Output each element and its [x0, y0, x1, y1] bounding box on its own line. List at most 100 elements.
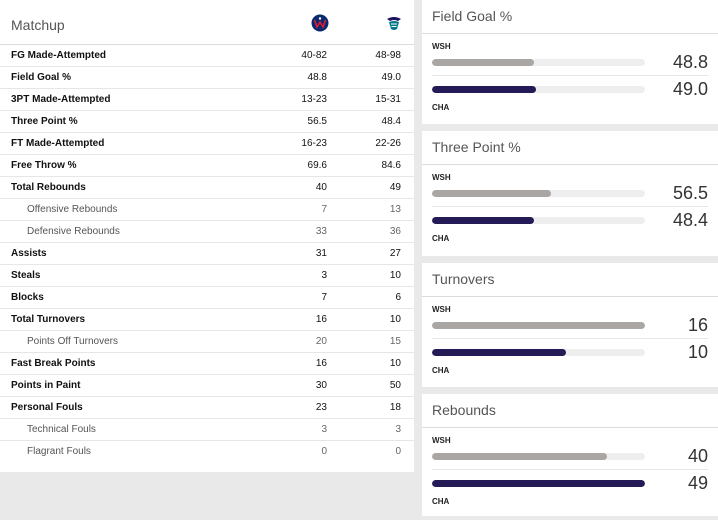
table-row: Total Rebounds 40 49 [0, 177, 414, 199]
cha-value: 3 [395, 424, 401, 435]
cha-value: 49.0 [381, 72, 401, 83]
cha-value: 49 [389, 182, 401, 193]
wsh-bar-track [432, 322, 645, 329]
cha-bar-track [432, 480, 645, 487]
cha-value: 22-26 [375, 138, 401, 149]
card-header: Field Goal % [422, 0, 718, 34]
matchup-table: Matchup FG Made-Attempted 40-82 48-98 Field… [0, 0, 414, 472]
cha-value: 10 [389, 314, 401, 325]
table-row: Points Off Turnovers 20 15 [0, 331, 414, 353]
wsh-card-value: 56.5 [672, 183, 708, 203]
row-label: Points Off Turnovers [27, 336, 118, 347]
table-row: FT Made-Attempted 16-23 22-26 [0, 133, 414, 155]
stat-card: Rebounds WSH 40 49 CHA [422, 394, 718, 516]
row-label: Technical Fouls [27, 424, 96, 435]
card-divider [432, 469, 708, 470]
cha-value: 48.4 [381, 116, 401, 127]
wsh-value: 56.5 [307, 116, 327, 127]
wsh-bar-fill [432, 322, 645, 329]
row-label: Assists [11, 248, 47, 259]
wsh-value: 7 [321, 204, 327, 215]
table-row: Technical Fouls 3 3 [0, 419, 414, 441]
matchup-title: Matchup [11, 17, 65, 33]
card-title: Rebounds [432, 402, 496, 418]
table-row: Defensive Rebounds 33 36 [0, 221, 414, 243]
wsh-team-label: WSH [432, 173, 451, 182]
wsh-value: 16 [315, 358, 327, 369]
row-label: Total Turnovers [11, 314, 86, 325]
cha-value: 84.6 [381, 160, 401, 171]
cha-value: 27 [389, 248, 401, 259]
stat-card: Three Point % WSH 56.5 48.4 CHA [422, 131, 718, 256]
cha-team-label: CHA [432, 234, 450, 243]
wsh-card-value: 16 [687, 315, 708, 335]
wsh-value: 16-23 [301, 138, 327, 149]
cha-card-value: 10 [687, 342, 708, 362]
cha-team-label: CHA [432, 497, 450, 506]
cha-bar-track [432, 86, 645, 93]
wsh-value: 3 [321, 270, 327, 281]
matchup-rows: FG Made-Attempted 40-82 48-98 Field Goal % 4… [0, 45, 414, 463]
wsh-card-value: 40 [687, 446, 708, 466]
card-title: Field Goal % [432, 8, 513, 24]
wsh-value: 30 [315, 380, 327, 391]
cha-value: 10 [389, 270, 401, 281]
cha-value: 15 [389, 336, 401, 347]
cha-value: 13 [389, 204, 401, 215]
card-header: Three Point % [422, 131, 718, 165]
card-divider [432, 206, 708, 207]
wsh-bar-track [432, 453, 645, 460]
wsh-value: 20 [315, 336, 327, 347]
table-row: Steals 3 10 [0, 265, 414, 287]
wsh-team-label: WSH [432, 305, 451, 314]
table-row: Points in Paint 30 50 [0, 375, 414, 397]
wizards-logo-icon [311, 14, 329, 32]
stat-card: Turnovers WSH 16 10 CHA [422, 263, 718, 387]
table-row: Three Point % 56.5 48.4 [0, 111, 414, 133]
row-label: Defensive Rebounds [27, 226, 120, 237]
wsh-value: 40-82 [301, 50, 327, 61]
row-label: Flagrant Fouls [27, 446, 91, 457]
row-label: 3PT Made-Attempted [11, 94, 111, 105]
card-title: Three Point % [432, 139, 521, 155]
matchup-header: Matchup [0, 0, 414, 45]
cha-card-value: 49.0 [672, 79, 708, 99]
table-row: Field Goal % 48.8 49.0 [0, 67, 414, 89]
card-header: Turnovers [422, 263, 718, 297]
wsh-bar-fill [432, 453, 607, 460]
wsh-value: 23 [315, 402, 327, 413]
row-label: Points in Paint [11, 380, 81, 391]
table-row: Blocks 7 6 [0, 287, 414, 309]
table-row: Flagrant Fouls 0 0 [0, 441, 414, 463]
hornets-logo-icon [387, 17, 401, 30]
card-divider [432, 338, 708, 339]
cha-card-value: 49 [687, 473, 708, 493]
table-row: Offensive Rebounds 7 13 [0, 199, 414, 221]
cha-bar-fill [432, 480, 645, 487]
cha-team-label: CHA [432, 366, 450, 375]
table-row: 3PT Made-Attempted 13-23 15-31 [0, 89, 414, 111]
cha-bar-track [432, 349, 645, 356]
stat-card: Field Goal % WSH 48.8 49.0 CHA [422, 0, 718, 124]
row-label: FT Made-Attempted [11, 138, 105, 149]
table-row: FG Made-Attempted 40-82 48-98 [0, 45, 414, 67]
row-label: Offensive Rebounds [27, 204, 118, 215]
cha-value: 6 [395, 292, 401, 303]
row-label: FG Made-Attempted [11, 50, 106, 61]
wsh-value: 3 [321, 424, 327, 435]
cha-value: 36 [389, 226, 401, 237]
row-label: Total Rebounds [11, 182, 86, 193]
cha-value: 0 [395, 446, 401, 457]
card-divider [432, 75, 708, 76]
table-row: Total Turnovers 16 10 [0, 309, 414, 331]
row-label: Three Point % [11, 116, 78, 127]
cha-team-label: CHA [432, 103, 450, 112]
wsh-team-label: WSH [432, 436, 451, 445]
cha-bar-fill [432, 217, 535, 224]
wsh-value: 13-23 [301, 94, 327, 105]
cha-value: 18 [389, 402, 401, 413]
wsh-value: 33 [315, 226, 327, 237]
table-row: Free Throw % 69.6 84.6 [0, 155, 414, 177]
row-label: Fast Break Points [11, 358, 96, 369]
wsh-value: 31 [315, 248, 327, 259]
